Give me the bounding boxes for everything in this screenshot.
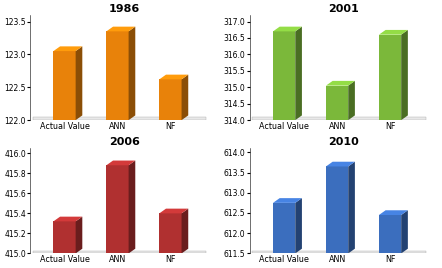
Title: 1986: 1986 [109, 4, 140, 14]
Polygon shape [252, 117, 426, 120]
Polygon shape [379, 210, 408, 215]
Polygon shape [379, 30, 408, 35]
Polygon shape [76, 46, 82, 120]
Bar [53, 51, 76, 120]
Polygon shape [182, 209, 188, 254]
Bar [159, 79, 182, 120]
Bar [53, 221, 76, 254]
Polygon shape [348, 162, 355, 254]
Title: 2010: 2010 [328, 137, 359, 147]
Polygon shape [33, 117, 206, 120]
Polygon shape [33, 251, 206, 254]
Polygon shape [401, 30, 408, 120]
Polygon shape [326, 81, 355, 85]
Title: 2001: 2001 [328, 4, 359, 14]
Polygon shape [53, 217, 82, 221]
Polygon shape [129, 27, 135, 120]
Polygon shape [76, 217, 82, 254]
Bar [379, 35, 401, 120]
Polygon shape [295, 198, 302, 254]
Bar [107, 31, 129, 120]
Polygon shape [107, 27, 135, 31]
Title: 2006: 2006 [109, 137, 140, 147]
Bar [273, 203, 295, 254]
Bar [159, 213, 182, 254]
Polygon shape [53, 46, 82, 51]
Polygon shape [273, 27, 302, 31]
Polygon shape [295, 27, 302, 120]
Bar [326, 85, 348, 120]
Polygon shape [326, 162, 355, 166]
Polygon shape [348, 81, 355, 120]
Polygon shape [159, 75, 188, 79]
Bar [107, 165, 129, 254]
Polygon shape [182, 75, 188, 120]
Polygon shape [159, 209, 188, 213]
Polygon shape [252, 251, 426, 254]
Polygon shape [107, 161, 135, 165]
Bar [326, 166, 348, 254]
Bar [379, 215, 401, 254]
Polygon shape [273, 198, 302, 203]
Polygon shape [401, 210, 408, 254]
Polygon shape [129, 161, 135, 254]
Bar [273, 31, 295, 120]
